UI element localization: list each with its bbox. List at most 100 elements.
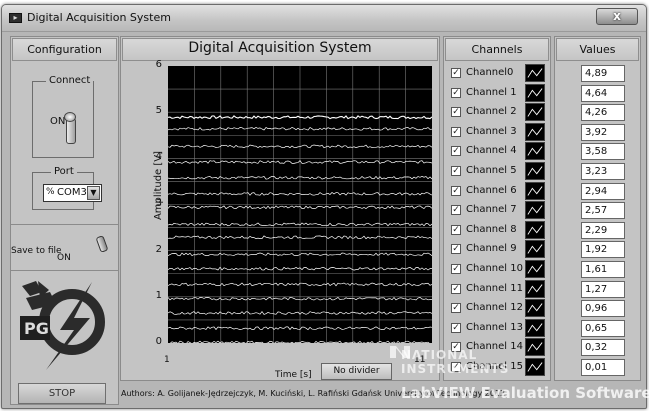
channel-plot-style-icon[interactable] — [525, 338, 545, 357]
series-line — [168, 144, 432, 149]
channel-checkbox[interactable]: ✓ — [451, 224, 461, 235]
channel-checkbox[interactable]: ✓ — [451, 107, 461, 118]
channel-checkbox[interactable]: ✓ — [451, 185, 461, 196]
series-line — [168, 115, 432, 120]
channel-label: Channel 9 — [466, 243, 517, 255]
channel-plot-style-icon[interactable] — [525, 181, 545, 200]
channel-checkbox[interactable]: ✓ — [451, 244, 461, 255]
channel-checkbox[interactable]: ✓ — [451, 283, 461, 294]
graph-header — [122, 38, 438, 61]
dropdown-arrow-icon[interactable]: ▼ — [87, 186, 100, 200]
channel-plot-style-icon[interactable] — [525, 358, 545, 376]
channel-value: 0,65 — [581, 319, 625, 337]
channel-label: Channel 12 — [466, 302, 523, 314]
channel-value: 3,23 — [581, 163, 625, 180]
channel-value: 2,57 — [581, 202, 625, 220]
y-tick-label: 6 — [155, 59, 162, 70]
series-line — [168, 266, 432, 271]
series-line — [168, 192, 432, 196]
channel-checkbox[interactable]: ✓ — [451, 166, 461, 176]
channel-row: ✓ Channel 7 — [451, 201, 547, 221]
channel-label: Channel 14 — [466, 341, 523, 353]
title-bar[interactable]: ▸ Digital Acquisition System x — [2, 5, 646, 32]
series-line — [168, 126, 432, 131]
channel-value: 1,61 — [581, 261, 625, 278]
connect-state-label: ON — [50, 116, 66, 127]
channel-label: Channel 6 — [466, 184, 517, 196]
app-icon: ▸ — [9, 13, 22, 23]
channel-row: ✓ Channel 13 — [451, 318, 547, 339]
channel-plot-style-icon[interactable] — [525, 103, 545, 122]
channel-plot-style-icon[interactable] — [525, 142, 545, 161]
channel-row: ✓ Channel 10 — [451, 260, 547, 280]
y-tick-label: 2 — [155, 243, 162, 255]
channel-row: ✓ Channel 15 — [451, 358, 547, 378]
connect-label: Connect — [46, 75, 94, 86]
channel-plot-style-icon[interactable] — [525, 83, 545, 102]
port-label: Port — [51, 166, 77, 177]
series-line — [168, 311, 432, 315]
channel-checkbox[interactable]: ✓ — [451, 126, 461, 137]
channel-row: ✓ Channel 6 — [451, 181, 547, 202]
port-select[interactable]: % COM3 ▼ — [43, 184, 102, 202]
y-tick-label: 1 — [155, 289, 162, 301]
channel-checkbox[interactable]: ✓ — [451, 322, 461, 333]
channel-checkbox[interactable]: ✓ — [451, 68, 461, 78]
x-tick-label: 11 — [414, 355, 426, 365]
series-line — [168, 160, 432, 164]
channel-plot-style-icon[interactable] — [525, 299, 545, 318]
watermark-instruments: INSTRUMENTS — [401, 362, 510, 376]
channel-label: Channel 3 — [466, 125, 517, 137]
channel-plot-style-icon[interactable] — [525, 260, 545, 278]
channel-plot-style-icon[interactable] — [525, 318, 545, 337]
series-line — [168, 175, 432, 180]
port-value: COM3 — [57, 187, 87, 198]
close-button[interactable]: x — [596, 8, 638, 25]
channel-value: 0,01 — [581, 359, 625, 376]
channel-plot-style-icon[interactable] — [525, 220, 545, 239]
university-logo: PG — [16, 278, 109, 372]
channel-checkbox[interactable]: ✓ — [451, 362, 461, 372]
channel-value: 3,92 — [581, 123, 625, 141]
channel-row: ✓ Channel 14 — [451, 338, 547, 358]
channel-row: ✓ Channel 2 — [451, 103, 547, 123]
divider-button[interactable]: No divider — [321, 363, 392, 380]
channel-checkbox[interactable]: ✓ — [451, 264, 461, 274]
amplitude-plot[interactable] — [168, 66, 432, 343]
channel-checkbox[interactable]: ✓ — [451, 303, 461, 314]
y-tick-label: 3 — [155, 197, 162, 209]
channel-checkbox[interactable]: ✓ — [451, 87, 461, 98]
channel-row: ✓ Channel 1 — [451, 83, 547, 104]
watermark-national: NATIONAL — [401, 348, 478, 362]
connect-toggle-knob[interactable] — [64, 112, 76, 122]
series-line — [168, 282, 432, 287]
channel-row: ✓ Channel0 — [451, 64, 547, 84]
channel-checkbox[interactable]: ✓ — [451, 342, 461, 353]
window-title: Digital Acquisition System — [27, 11, 171, 24]
y-tick-label: 5 — [155, 105, 162, 117]
channel-row: ✓ Channel 12 — [451, 299, 547, 319]
y-tick-label: 4 — [155, 151, 162, 163]
channel-label: Channel 13 — [466, 321, 523, 333]
channel-plot-style-icon[interactable] — [525, 201, 545, 220]
channel-plot-style-icon[interactable] — [525, 162, 545, 180]
channel-plot-style-icon[interactable] — [525, 240, 545, 259]
channel-checkbox[interactable]: ✓ — [451, 146, 461, 157]
divider — [11, 270, 118, 271]
channel-label: Channel 4 — [466, 145, 517, 157]
national-instruments-logo-icon — [390, 346, 410, 358]
y-tick-label: 0 — [155, 336, 162, 347]
channel-plot-style-icon[interactable] — [525, 64, 545, 82]
channel-checkbox[interactable]: ✓ — [451, 205, 461, 216]
channel-label: Channel 7 — [466, 204, 517, 216]
channel-label: Channel 10 — [466, 263, 523, 274]
series-line — [168, 340, 430, 343]
series-line — [168, 296, 432, 301]
channel-value: 2,29 — [581, 221, 625, 239]
channel-value: 4,64 — [581, 84, 625, 102]
channel-plot-style-icon[interactable] — [525, 279, 545, 298]
channel-plot-style-icon[interactable] — [525, 122, 545, 141]
channel-row: ✓ Channel 8 — [451, 220, 547, 241]
stop-button[interactable]: STOP — [18, 383, 106, 404]
serial-port-icon: % — [46, 187, 55, 197]
